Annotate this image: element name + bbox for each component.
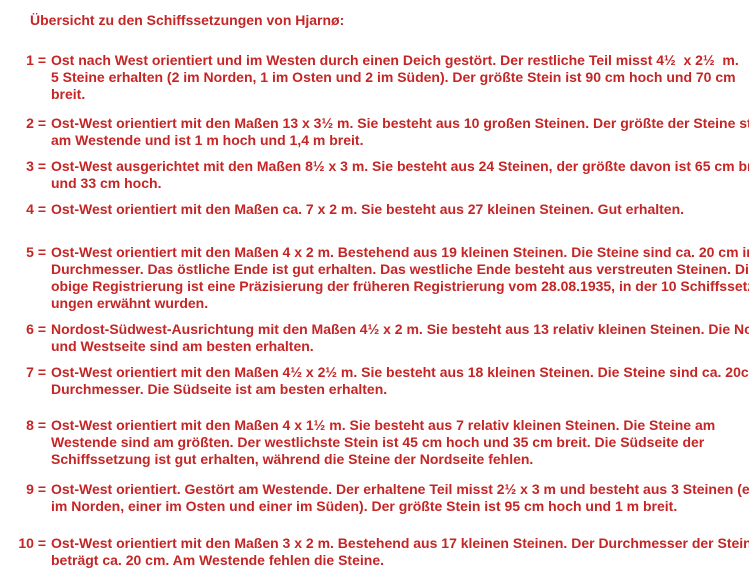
- list-item-7: 7 = Ost-West orientiert mit den Maßen 4½…: [0, 364, 749, 398]
- item-number: 8 =: [26, 417, 46, 433]
- list-item-8: 8 = Ost-West orientiert mit den Maßen 4 …: [0, 417, 749, 468]
- item-text: Ost-West ausgerichtet mit den Maßen 8½ x…: [51, 158, 749, 191]
- item-text: Ost-West orientiert. Gestört am Westende…: [51, 481, 749, 514]
- item-text: Ost-West orientiert mit den Maßen 3 x 2 …: [51, 535, 749, 568]
- item-text: Nordost-Südwest-Ausrichtung mit den Maße…: [51, 321, 749, 354]
- list-item-6: 6 = Nordost-Südwest-Ausrichtung mit den …: [0, 321, 749, 355]
- page-title: Übersicht zu den Schiffssetzungen von Hj…: [30, 12, 345, 28]
- item-text: Ost nach West orientiert und im Westen d…: [51, 52, 739, 102]
- item-number: 10 =: [18, 535, 46, 551]
- list-item-10: 10 = Ost-West orientiert mit den Maßen 3…: [0, 535, 749, 569]
- item-text: Ost-West orientiert mit den Maßen 4½ x 2…: [51, 364, 749, 397]
- item-number: 2 =: [26, 115, 46, 131]
- item-number: 9 =: [26, 481, 46, 497]
- item-number: 7 =: [26, 364, 46, 380]
- item-number: 4 =: [26, 201, 46, 217]
- list-item-9: 9 = Ost-West orientiert. Gestört am West…: [0, 481, 749, 515]
- item-number: 1 =: [26, 52, 46, 68]
- list-item-2: 2 = Ost-West orientiert mit den Maßen 13…: [0, 115, 749, 149]
- item-text: Ost-West orientiert mit den Maßen ca. 7 …: [51, 201, 685, 217]
- list-item-3: 3 = Ost-West ausgerichtet mit den Maßen …: [0, 158, 749, 192]
- list-item-5: 5 = Ost-West orientiert mit den Maßen 4 …: [0, 244, 749, 312]
- list-item-1: 1 = Ost nach West orientiert und im West…: [0, 52, 749, 103]
- document-page: Übersicht zu den Schiffssetzungen von Hj…: [0, 12, 749, 569]
- item-text: Ost-West orientiert mit den Maßen 13 x 3…: [51, 115, 749, 148]
- item-number: 3 =: [26, 158, 46, 174]
- list-item-4: 4 = Ost-West orientiert mit den Maßen ca…: [0, 201, 749, 218]
- item-text: Ost-West orientiert mit den Maßen 4 x 2 …: [51, 244, 749, 311]
- item-text: Ost-West orientiert mit den Maßen 4 x 1½…: [51, 417, 716, 467]
- item-number: 6 =: [26, 321, 46, 337]
- item-number: 5 =: [26, 244, 46, 260]
